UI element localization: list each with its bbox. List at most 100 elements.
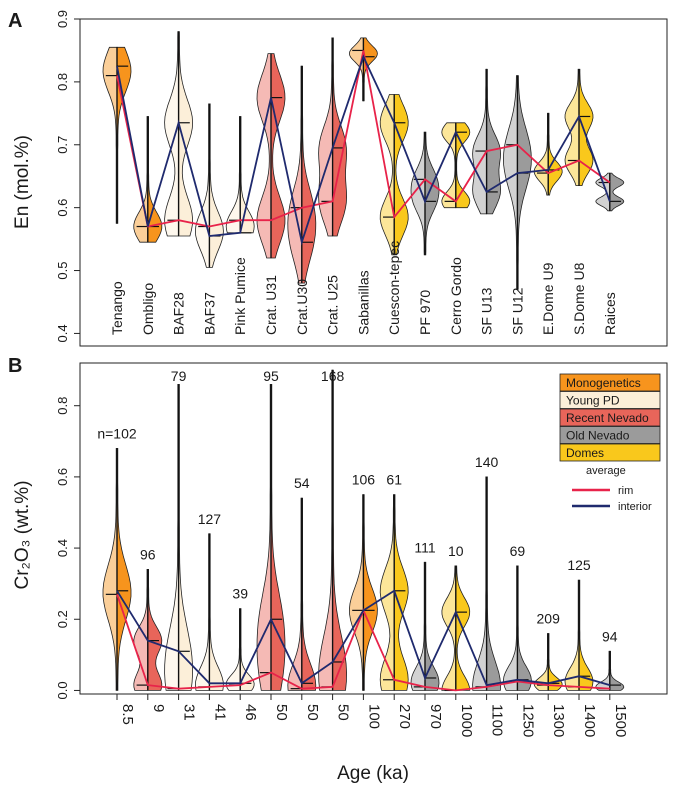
interior-average-line <box>116 54 611 246</box>
count-label: 79 <box>171 368 187 384</box>
violin-right-half <box>178 384 194 691</box>
violin-left-half <box>225 608 241 691</box>
violin-left-half <box>318 369 333 691</box>
violin-12 <box>441 122 471 209</box>
category-label: SF U12 <box>509 287 525 335</box>
violin-left-half <box>472 476 487 691</box>
count-label: 94 <box>602 628 618 644</box>
panel-a-frame <box>79 18 668 347</box>
count-label: 95 <box>263 368 279 384</box>
violin-right-half <box>178 31 194 237</box>
panel-b-y-axis: 0.0 0.2 0.4 0.6 0.8 <box>55 397 80 699</box>
x-tick-label: 1100 <box>489 704 506 736</box>
x-tick-label: 1500 <box>612 704 629 737</box>
legend: Monogenetics Young PD Recent Nevado Old Nev… <box>559 373 661 513</box>
violin-right-half <box>517 75 532 290</box>
panel-a-label: A <box>8 10 22 32</box>
x-tick-label: 31 <box>181 704 198 721</box>
violin-8 <box>318 37 348 237</box>
category-label: Tenango <box>109 281 125 335</box>
violin-right-half <box>116 448 132 691</box>
x-tick-label: 46 <box>242 704 259 721</box>
legend-group-label: Monogenetics <box>566 376 641 390</box>
violin-6 <box>256 53 286 259</box>
violin-9 <box>348 494 378 691</box>
category-label: Crat. U25 <box>325 275 341 335</box>
panel-a-average-lines <box>116 50 611 246</box>
violin-left-half <box>164 384 179 691</box>
violin-9 <box>348 37 378 102</box>
panel-a-y-axis: 0.4 0.5 0.6 0.7 0.8 0.9 <box>55 10 80 342</box>
violin-right-half <box>209 103 224 268</box>
y-tick-label: 0.7 <box>55 136 70 154</box>
panel-a-ylabel: En (mol.%) <box>12 135 33 229</box>
violin-16 <box>564 68 594 186</box>
violin-left-half <box>287 497 303 691</box>
violin-right-half <box>270 53 286 259</box>
count-label: 10 <box>448 543 464 559</box>
violin-3 <box>164 31 194 237</box>
violin-left-half <box>348 494 364 691</box>
category-label: S.Dome U8 <box>571 262 587 335</box>
category-label: Raices <box>602 292 618 335</box>
legend-average-title: average <box>586 465 626 477</box>
y-tick-label: 0.2 <box>55 610 70 628</box>
category-label: Ombligo <box>140 283 156 335</box>
count-label: 96 <box>140 546 156 562</box>
legend-group-label: Old Nevado <box>566 429 630 443</box>
violin-right-half <box>424 131 440 256</box>
violin-left-half <box>595 172 611 212</box>
violin-right-half <box>301 497 317 691</box>
count-label: 140 <box>475 454 499 470</box>
legend-swatch <box>559 391 661 409</box>
violin-6 <box>256 384 286 691</box>
violin-left-half <box>102 448 118 691</box>
x-tick-label: 9 <box>150 704 167 712</box>
violin-4 <box>194 533 224 691</box>
violin-7 <box>287 65 317 284</box>
category-label: E.Dome U9 <box>540 262 556 335</box>
violin-left-half <box>194 103 210 268</box>
violin-13 <box>472 476 502 691</box>
category-label: Pink Pumice <box>232 257 248 335</box>
violin-right-half <box>209 533 224 691</box>
x-tick-label: 1250 <box>519 704 536 737</box>
panel-b-label: B <box>8 355 22 377</box>
violin-17 <box>595 172 625 212</box>
count-label: 209 <box>537 610 561 626</box>
panel-b-count-labels: n=102 96 79 127 39 95 54 168 106 61 111 10 140 69 209 1… <box>97 368 617 644</box>
violin-right-half <box>393 494 409 691</box>
category-label: BAF37 <box>201 292 217 335</box>
category-label: BAF28 <box>171 292 187 335</box>
y-tick-label: 0.8 <box>55 73 70 91</box>
violin-10 <box>379 494 409 691</box>
violin-left-half <box>441 122 457 209</box>
violin-12 <box>441 565 471 692</box>
panel-b: B Cr₂O₃ (wt.%) 0.0 0.2 0.4 0.6 0.8 n=102 96 79… <box>8 355 668 784</box>
category-label: Crat. U31 <box>263 275 279 335</box>
x-tick-label: 1000 <box>458 704 475 737</box>
violin-11 <box>410 561 440 691</box>
legend-swatch <box>559 443 661 462</box>
count-label: 127 <box>198 511 222 527</box>
count-label: 54 <box>294 475 310 491</box>
violin-right-half <box>270 384 286 691</box>
violin-11 <box>410 131 440 256</box>
rim-average-line <box>116 50 611 228</box>
count-label: 168 <box>321 368 345 384</box>
panel-a: A En (mol.%) 0.4 0.5 0.6 0.7 0.8 0.9 Tenango O… <box>8 10 668 347</box>
violin-14 <box>502 75 532 290</box>
violin-left-half <box>595 650 611 691</box>
violin-left-half <box>502 565 518 691</box>
x-tick-label: 100 <box>365 704 382 729</box>
violin-15 <box>533 112 563 196</box>
violin-7 <box>287 497 317 691</box>
category-label: Cuescon-tepec <box>386 241 402 335</box>
category-label: PF 970 <box>417 290 433 335</box>
violin-left-half <box>256 53 272 259</box>
violin-14 <box>502 565 532 691</box>
x-tick-label: 1300 <box>550 704 567 737</box>
x-tick-label: 270 <box>396 704 413 729</box>
count-label: 125 <box>567 557 591 573</box>
